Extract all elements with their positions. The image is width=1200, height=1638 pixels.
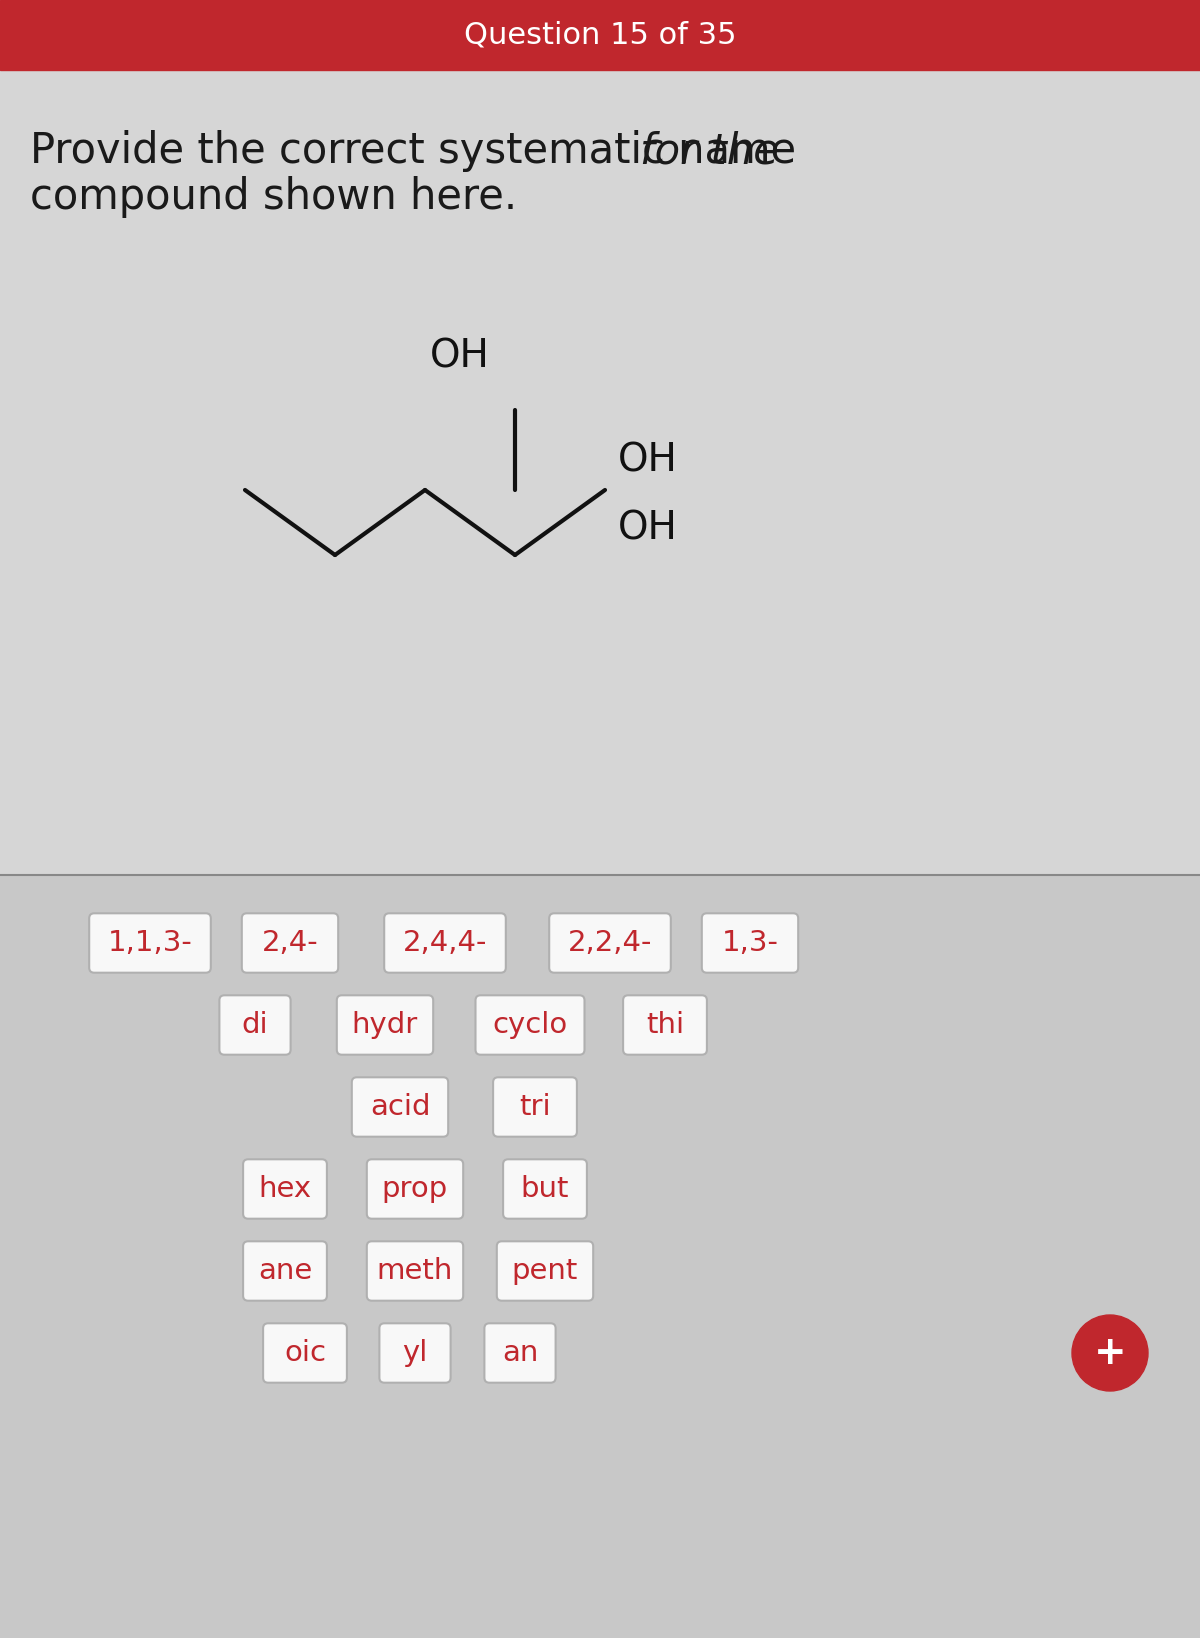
Text: oic: oic (284, 1338, 326, 1368)
FancyBboxPatch shape (89, 914, 211, 973)
Text: 1,3-: 1,3- (721, 929, 779, 957)
FancyBboxPatch shape (384, 914, 506, 973)
Bar (0, 875, 1200, 1638)
FancyBboxPatch shape (367, 1242, 463, 1301)
FancyBboxPatch shape (337, 996, 433, 1055)
Text: acid: acid (370, 1093, 431, 1120)
Text: tri: tri (520, 1093, 551, 1120)
FancyBboxPatch shape (497, 1242, 593, 1301)
FancyBboxPatch shape (503, 1160, 587, 1219)
Text: for the: for the (641, 129, 779, 172)
Bar (0, 70, 1200, 875)
FancyBboxPatch shape (475, 996, 584, 1055)
Circle shape (1072, 1315, 1148, 1391)
Text: but: but (521, 1174, 569, 1202)
Text: compound shown here.: compound shown here. (30, 177, 517, 218)
Text: pent: pent (512, 1256, 578, 1284)
Text: 2,2,4-: 2,2,4- (568, 929, 652, 957)
Text: thi: thi (646, 1011, 684, 1038)
Text: yl: yl (402, 1338, 427, 1368)
FancyBboxPatch shape (379, 1324, 451, 1382)
FancyBboxPatch shape (244, 1242, 326, 1301)
Text: ane: ane (258, 1256, 312, 1284)
Text: an: an (502, 1338, 538, 1368)
Text: 2,4-: 2,4- (262, 929, 318, 957)
Text: Question 15 of 35: Question 15 of 35 (463, 21, 737, 49)
Text: OH: OH (430, 337, 490, 375)
Text: hydr: hydr (352, 1011, 418, 1038)
Text: meth: meth (377, 1256, 454, 1284)
FancyBboxPatch shape (263, 1324, 347, 1382)
Text: OH: OH (618, 442, 678, 480)
Text: hex: hex (258, 1174, 312, 1202)
Text: cyclo: cyclo (492, 1011, 568, 1038)
FancyBboxPatch shape (623, 996, 707, 1055)
FancyBboxPatch shape (493, 1078, 577, 1137)
FancyBboxPatch shape (220, 996, 290, 1055)
FancyBboxPatch shape (244, 1160, 326, 1219)
FancyBboxPatch shape (367, 1160, 463, 1219)
Text: Provide the correct systematic name: Provide the correct systematic name (30, 129, 809, 172)
FancyBboxPatch shape (242, 914, 338, 973)
Text: 2,4,4-: 2,4,4- (403, 929, 487, 957)
Text: +: + (1093, 1333, 1127, 1373)
Text: OH: OH (618, 509, 678, 549)
Text: di: di (241, 1011, 269, 1038)
FancyBboxPatch shape (485, 1324, 556, 1382)
FancyBboxPatch shape (550, 914, 671, 973)
FancyBboxPatch shape (702, 914, 798, 973)
Text: 1,1,3-: 1,1,3- (108, 929, 192, 957)
Bar (0, 0, 1200, 70)
Text: prop: prop (382, 1174, 448, 1202)
FancyBboxPatch shape (352, 1078, 449, 1137)
